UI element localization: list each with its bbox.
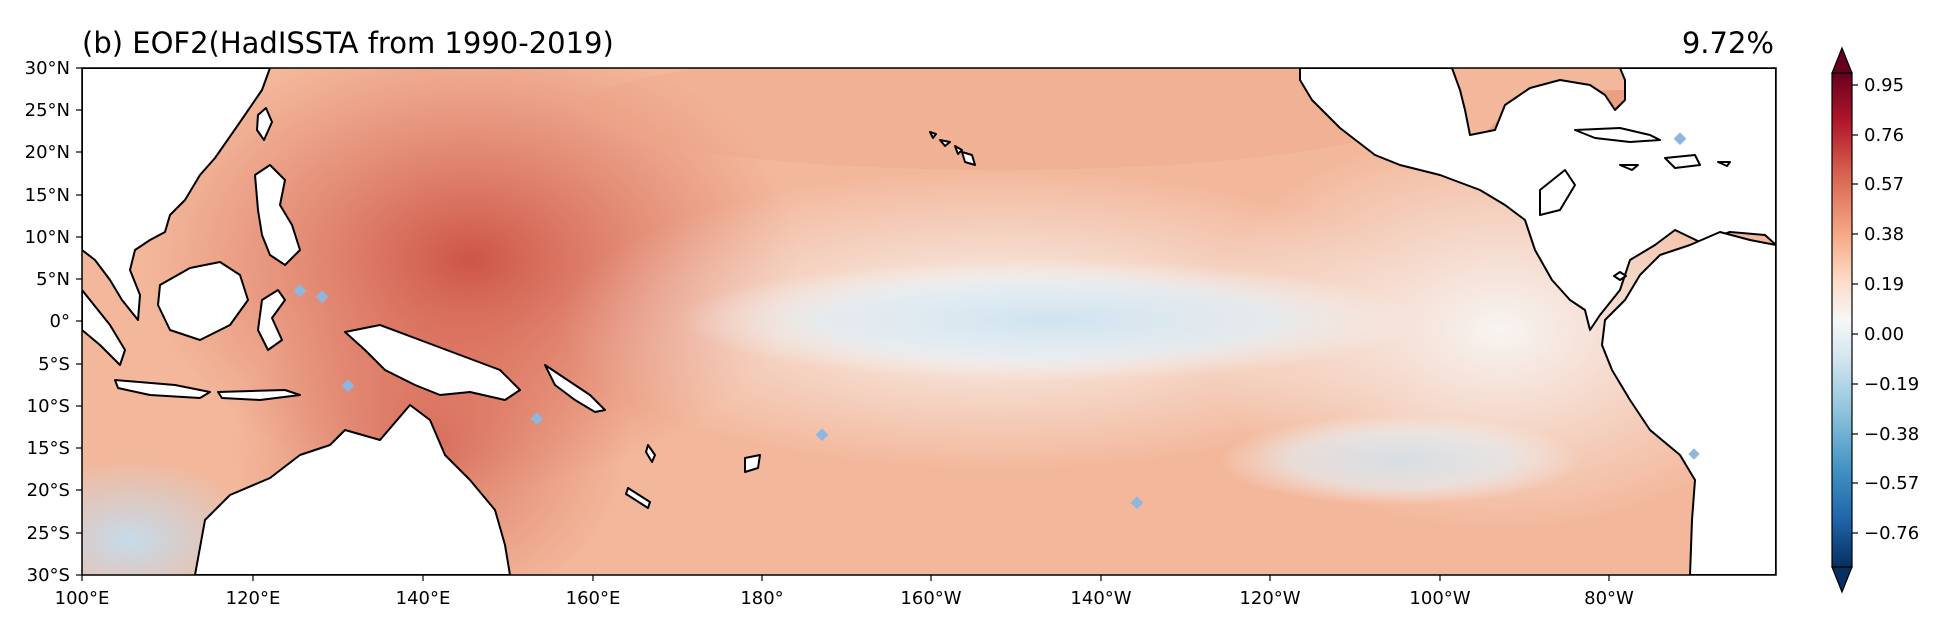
- lat-tick-label: 20°N: [25, 142, 70, 163]
- galapagos: [1613, 271, 1627, 281]
- yucatan: [1539, 169, 1576, 216]
- hispaniola: [1664, 154, 1701, 169]
- lon-tick-label: 120°W: [1239, 588, 1300, 609]
- sulawesi: [257, 289, 286, 351]
- lat-tick-label: 30°S: [27, 565, 70, 586]
- lat-tick-label: 20°S: [27, 480, 70, 501]
- java: [114, 379, 211, 399]
- lon-tick-label: 80°W: [1584, 588, 1634, 609]
- colorbar-tick-label: 0.57: [1864, 174, 1904, 195]
- australia: [194, 404, 511, 575]
- vanuatu: [645, 444, 656, 463]
- puerto-rico: [1717, 161, 1731, 167]
- colorbar-tick-label: −0.57: [1864, 473, 1919, 494]
- lat-tick-label: 25°N: [25, 100, 70, 121]
- colorbar-min-extension: [1831, 566, 1853, 594]
- map-title: (b) EOF2(HadISSTA from 1990-2019): [82, 26, 614, 60]
- colorbar-body: [1831, 72, 1853, 568]
- variance-explained-label: 9.72%: [1681, 26, 1774, 60]
- colorbar-max-extension: [1831, 46, 1853, 74]
- new-caledonia: [625, 487, 651, 509]
- lesser-sunda: [217, 389, 301, 401]
- lat-tick-label: 0°: [50, 311, 70, 332]
- cuba: [1574, 127, 1661, 143]
- lon-tick-label: 100°W: [1409, 588, 1470, 609]
- colorbar-tick-labels: 0.95 0.76 0.57 0.38 0.19 0.00 −0.19 −0.3…: [1864, 75, 1919, 544]
- lat-tick-label: 5°S: [38, 354, 70, 375]
- colorbar-tick-label: 0.00: [1864, 324, 1904, 345]
- lon-tick-label: 180°: [740, 588, 783, 609]
- philippines: [254, 164, 301, 266]
- lon-tick-label: 140°E: [396, 588, 451, 609]
- lon-tick-label: 120°E: [226, 588, 281, 609]
- lon-tick-label: 140°W: [1070, 588, 1131, 609]
- lat-tick-label: 10°S: [27, 396, 70, 417]
- land-masses: [82, 68, 1776, 575]
- south-america: [1601, 231, 1776, 575]
- colorbar-ticks: [1852, 84, 1858, 534]
- lon-tick-label: 160°E: [566, 588, 621, 609]
- jamaica: [1619, 164, 1639, 171]
- borneo: [157, 261, 249, 341]
- lat-tick-label: 5°N: [36, 269, 70, 290]
- colorbar-tick-label: 0.38: [1864, 224, 1904, 245]
- lat-tick-label: 15°S: [27, 438, 70, 459]
- colorbar: [1831, 46, 1853, 594]
- sumatra: [82, 289, 126, 366]
- north-america: [1299, 68, 1776, 331]
- lat-tick-labels: 30°N 25°N 20°N 15°N 10°N 5°N 0° 5°S 10°S…: [25, 58, 70, 586]
- hawaii: [929, 131, 976, 166]
- colorbar-tick-label: −0.38: [1864, 424, 1919, 445]
- lat-tick-label: 25°S: [27, 523, 70, 544]
- lon-tick-label: 100°E: [55, 588, 110, 609]
- colorbar-tick-label: 0.19: [1864, 274, 1904, 295]
- lon-tick-labels: 100°E 120°E 140°E 160°E 180° 160°W 140°W…: [55, 588, 1634, 609]
- lat-tick-label: 30°N: [25, 58, 70, 79]
- new-guinea: [344, 324, 521, 401]
- colorbar-tick-label: 0.95: [1864, 75, 1904, 96]
- lat-tick-label: 15°N: [25, 185, 70, 206]
- lon-tick-label: 160°W: [900, 588, 961, 609]
- lat-axis: [76, 67, 82, 576]
- lat-tick-label: 10°N: [25, 227, 70, 248]
- taiwan: [256, 107, 273, 141]
- colorbar-tick-label: −0.76: [1864, 523, 1919, 544]
- solomon-islands: [544, 364, 606, 413]
- fiji: [744, 454, 761, 473]
- asia-coast: [82, 68, 271, 321]
- lon-axis: [81, 575, 1610, 581]
- colorbar-tick-label: −0.19: [1864, 374, 1919, 395]
- colorbar-tick-label: 0.76: [1864, 125, 1904, 146]
